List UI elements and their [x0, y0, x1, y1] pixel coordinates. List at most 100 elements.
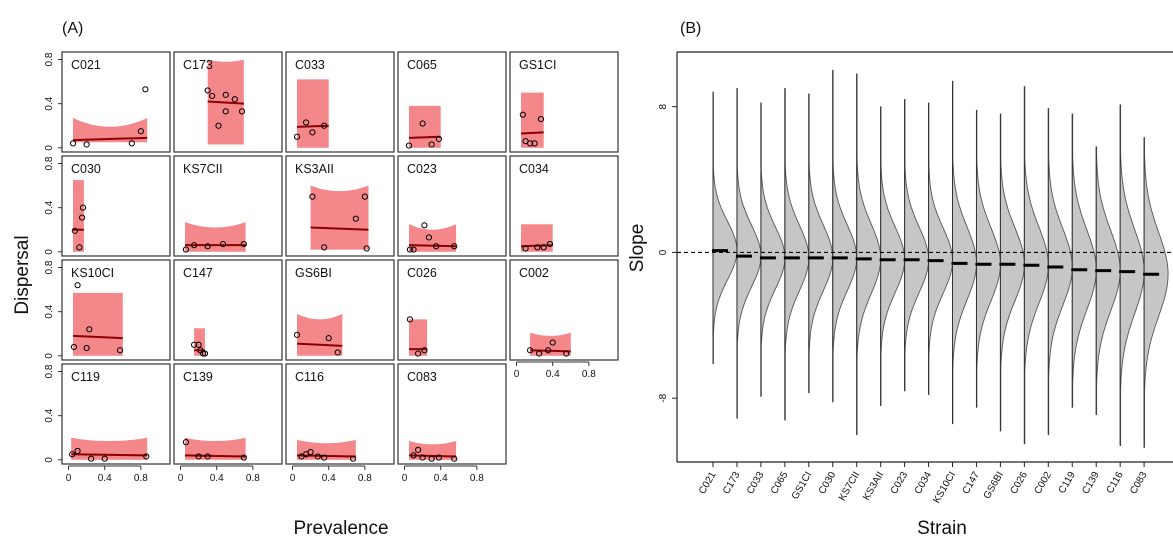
data-point: [419, 454, 426, 461]
data-point: [293, 133, 301, 140]
violin-c026: [1023, 86, 1049, 445]
small-panel-c065: C065: [397, 51, 507, 153]
violin-c034: [927, 102, 953, 396]
data-point: [406, 246, 414, 253]
data-point: [414, 446, 422, 453]
confidence-band: [73, 118, 148, 143]
small-panel-c139: C139: [173, 363, 283, 465]
data-point: [361, 193, 368, 200]
small-panel-c002: C002: [509, 259, 619, 361]
violin-ks7cii: [855, 73, 882, 436]
data-point: [531, 140, 538, 147]
data-point: [314, 453, 321, 460]
x-tick-label: C033: [745, 470, 767, 497]
violin-c021: [712, 91, 738, 365]
x-tick-label: 0: [290, 473, 296, 484]
violin-c023: [903, 98, 930, 392]
small-panel-c119: C119 0 0.4 0.8: [44, 363, 171, 465]
data-point: [195, 453, 202, 460]
x-tick-label: 0.4: [322, 473, 336, 484]
panel-title: GS6BI: [295, 266, 332, 280]
x-tick-label: 0.8: [246, 473, 260, 484]
data-point: [240, 454, 247, 461]
small-panel-c034: C034: [509, 155, 619, 257]
violin-ks3aii: [879, 106, 906, 406]
data-point: [309, 129, 316, 136]
panel-title: C119: [71, 370, 100, 384]
data-point: [88, 455, 95, 462]
fit-line: [73, 136, 148, 142]
x-tick-label: C030: [817, 470, 839, 497]
fit-line: [297, 124, 329, 128]
violin-shape: [760, 102, 786, 397]
data-point: [435, 135, 442, 143]
x-tick-label: 0.4: [98, 473, 112, 484]
data-point: [522, 245, 529, 252]
data-point: [70, 343, 78, 351]
data-point: [69, 140, 77, 147]
small-panel-ks7cii: KS7CII: [173, 155, 283, 257]
x-tick-label: 0: [402, 473, 408, 484]
x-tick-label: C147: [961, 470, 983, 497]
violin-shape: [1119, 104, 1145, 447]
fit-line: [71, 453, 148, 457]
y-tick-label: 0.8: [44, 364, 55, 378]
data-point: [321, 454, 328, 461]
x-tick-label: KS3AII: [861, 470, 886, 502]
confidence-band: [71, 437, 148, 460]
violin-shape: [976, 109, 1001, 408]
y-tick-label: 0: [44, 353, 55, 359]
confidence-band: [409, 319, 428, 356]
confidence-band: [521, 92, 544, 148]
panel-b-x-axis-label: Strain: [917, 518, 967, 539]
confidence-band: [521, 224, 553, 252]
y-tick-label: 0: [44, 249, 55, 255]
violin-shape: [712, 91, 738, 365]
data-point: [182, 439, 190, 446]
small-panel-gs1ci: GS1CI: [509, 51, 619, 153]
violin-c139: [1095, 146, 1121, 416]
data-point: [428, 455, 435, 462]
small-panel-c033: C033: [285, 51, 395, 153]
x-tick-label: GS6BI: [982, 470, 1006, 501]
x-tick-label: C002: [1032, 470, 1054, 497]
x-tick-label: C023: [889, 470, 911, 497]
confidence-band: [409, 105, 441, 148]
small-panel-c116: C116: [285, 363, 395, 465]
data-point: [190, 242, 198, 249]
data-point: [549, 339, 556, 346]
x-tick-label: KS10CI: [931, 470, 958, 505]
panel-a-y-axis-label: Dispersal: [12, 235, 33, 314]
panel-title: C021: [71, 58, 101, 72]
violin-c147: [975, 109, 1001, 408]
data-point: [451, 455, 458, 462]
data-point: [363, 245, 370, 252]
panel-title: C139: [183, 370, 213, 384]
data-point: [321, 122, 328, 129]
fit-line: [409, 135, 441, 139]
x-tick-label: C116: [1105, 470, 1126, 496]
violin-c030: [831, 69, 858, 403]
data-point: [419, 120, 426, 127]
panel-b-violin-plot: 8 0 -8 C021 C173 C033 C065 GS1CI C030KS7CIIKS3AI…: [658, 51, 1173, 505]
violin-shape: [1071, 113, 1097, 408]
data-point: [190, 341, 198, 348]
small-panel-ks3aii: KS3AII: [285, 155, 395, 257]
fit-line: [296, 342, 343, 347]
data-point: [537, 116, 545, 123]
y-tick-label: -8: [658, 393, 669, 402]
x-tick-label: C065: [769, 470, 791, 497]
data-point: [325, 335, 332, 342]
data-point: [76, 244, 83, 251]
data-point: [74, 282, 81, 289]
data-point: [222, 108, 229, 115]
data-point: [182, 246, 190, 253]
panel-b-y-axis-label: Slope: [627, 224, 648, 273]
confidence-band: [297, 313, 343, 356]
data-point: [410, 246, 417, 253]
x-tick-label: C119: [1057, 470, 1078, 496]
y-tick-label: 0.4: [44, 304, 55, 318]
violin-shape: [904, 98, 930, 392]
data-point: [79, 204, 87, 211]
